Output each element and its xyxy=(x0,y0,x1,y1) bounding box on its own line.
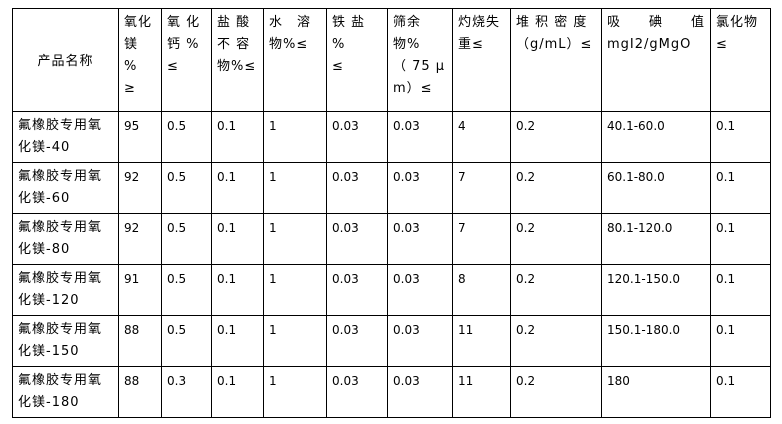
cell-iodine-value: 40.1-60.0 xyxy=(601,111,711,163)
cell-iron-salt: 0.03 xyxy=(326,111,388,163)
cell-water-soluble: 1 xyxy=(263,366,327,418)
header-mgo: 氧化 镁 % ≥ xyxy=(118,8,162,112)
header-cao: 氧 化 钙 % ≤ xyxy=(161,8,212,112)
cell-bulk-density: 0.2 xyxy=(510,111,602,163)
cell-water-soluble: 1 xyxy=(263,213,327,265)
cell-bulk-density: 0.2 xyxy=(510,162,602,214)
cell-cao: 0.3 xyxy=(161,366,212,418)
cell-bulk-density: 0.2 xyxy=(510,264,602,316)
cell-hcl-insoluble: 0.1 xyxy=(211,366,264,418)
table-row: 氟橡胶专用氧 化镁-60 92 0.5 0.1 1 0.03 0.03 7 0.2 60.1-80… xyxy=(12,162,771,214)
cell-mgo: 88 xyxy=(118,366,162,418)
cell-water-soluble: 1 xyxy=(263,264,327,316)
cell-cao: 0.5 xyxy=(161,111,212,163)
table-row: 氟橡胶专用氧 化镁-150 88 0.5 0.1 1 0.03 0.03 11 0.2 150.1… xyxy=(12,315,771,367)
cell-chloride: 0.1 xyxy=(710,264,771,316)
cell-iron-salt: 0.03 xyxy=(326,264,388,316)
cell-mgo: 95 xyxy=(118,111,162,163)
cell-iodine-value: 80.1-120.0 xyxy=(601,213,711,265)
cell-iron-salt: 0.03 xyxy=(326,162,388,214)
cell-ignition-loss: 8 xyxy=(452,264,511,316)
cell-chloride: 0.1 xyxy=(710,162,771,214)
cell-ignition-loss: 7 xyxy=(452,213,511,265)
cell-ignition-loss: 11 xyxy=(452,366,511,418)
cell-chloride: 0.1 xyxy=(710,315,771,367)
cell-product-name: 氟橡胶专用氧 化镁-120 xyxy=(12,264,119,316)
header-chloride: 氯化物 ≤ xyxy=(710,8,771,112)
cell-iodine-value: 180 xyxy=(601,366,711,418)
cell-iodine-value: 120.1-150.0 xyxy=(601,264,711,316)
spec-table: 产品名称 氧化 镁 % ≥ 氧 化 钙 % ≤ 盐 酸 不 容 物%≤ 水 溶 … xyxy=(12,8,771,418)
table-row: 氟橡胶专用氧 化镁-80 92 0.5 0.1 1 0.03 0.03 7 0.2 80.1-12… xyxy=(12,213,771,265)
cell-iodine-value: 60.1-80.0 xyxy=(601,162,711,214)
cell-hcl-insoluble: 0.1 xyxy=(211,213,264,265)
cell-iron-salt: 0.03 xyxy=(326,315,388,367)
cell-sieve-residue: 0.03 xyxy=(387,111,453,163)
cell-cao: 0.5 xyxy=(161,315,212,367)
cell-mgo: 91 xyxy=(118,264,162,316)
cell-cao: 0.5 xyxy=(161,213,212,265)
cell-chloride: 0.1 xyxy=(710,213,771,265)
cell-sieve-residue: 0.03 xyxy=(387,366,453,418)
cell-cao: 0.5 xyxy=(161,162,212,214)
cell-water-soluble: 1 xyxy=(263,315,327,367)
header-water-soluble: 水 溶 物%≤ xyxy=(263,8,327,112)
cell-sieve-residue: 0.03 xyxy=(387,213,453,265)
header-product-name: 产品名称 xyxy=(12,8,119,112)
cell-cao: 0.5 xyxy=(161,264,212,316)
cell-bulk-density: 0.2 xyxy=(510,366,602,418)
cell-mgo: 92 xyxy=(118,213,162,265)
cell-chloride: 0.1 xyxy=(710,366,771,418)
table-row: 氟橡胶专用氧 化镁-40 95 0.5 0.1 1 0.03 0.03 4 0.2 40.1-60… xyxy=(12,111,771,163)
cell-product-name: 氟橡胶专用氧 化镁-150 xyxy=(12,315,119,367)
header-hcl-insoluble: 盐 酸 不 容 物%≤ xyxy=(211,8,264,112)
header-iodine-value: 吸 碘 值 mgI2/gMgO xyxy=(601,8,711,112)
cell-sieve-residue: 0.03 xyxy=(387,264,453,316)
cell-mgo: 92 xyxy=(118,162,162,214)
header-row: 产品名称 氧化 镁 % ≥ 氧 化 钙 % ≤ 盐 酸 不 容 物%≤ 水 溶 … xyxy=(12,8,771,112)
cell-product-name: 氟橡胶专用氧 化镁-180 xyxy=(12,366,119,418)
cell-sieve-residue: 0.03 xyxy=(387,315,453,367)
cell-water-soluble: 1 xyxy=(263,111,327,163)
cell-product-name: 氟橡胶专用氧 化镁-80 xyxy=(12,213,119,265)
cell-chloride: 0.1 xyxy=(710,111,771,163)
cell-hcl-insoluble: 0.1 xyxy=(211,111,264,163)
cell-ignition-loss: 7 xyxy=(452,162,511,214)
cell-product-name: 氟橡胶专用氧 化镁-60 xyxy=(12,162,119,214)
table-row: 氟橡胶专用氧 化镁-120 91 0.5 0.1 1 0.03 0.03 8 0.2 120.1-… xyxy=(12,264,771,316)
cell-iron-salt: 0.03 xyxy=(326,366,388,418)
header-bulk-density: 堆 积 密 度 （g/mL）≤ xyxy=(510,8,602,112)
cell-iron-salt: 0.03 xyxy=(326,213,388,265)
cell-sieve-residue: 0.03 xyxy=(387,162,453,214)
cell-ignition-loss: 11 xyxy=(452,315,511,367)
cell-bulk-density: 0.2 xyxy=(510,315,602,367)
cell-hcl-insoluble: 0.1 xyxy=(211,264,264,316)
header-sieve-residue: 筛余物% （ 75 μ m）≤ xyxy=(387,8,453,112)
cell-hcl-insoluble: 0.1 xyxy=(211,315,264,367)
cell-bulk-density: 0.2 xyxy=(510,213,602,265)
cell-hcl-insoluble: 0.1 xyxy=(211,162,264,214)
cell-product-name: 氟橡胶专用氧 化镁-40 xyxy=(12,111,119,163)
cell-water-soluble: 1 xyxy=(263,162,327,214)
cell-iodine-value: 150.1-180.0 xyxy=(601,315,711,367)
cell-mgo: 88 xyxy=(118,315,162,367)
cell-ignition-loss: 4 xyxy=(452,111,511,163)
header-iron-salt: 铁 盐 % ≤ xyxy=(326,8,388,112)
header-ignition-loss: 灼烧失 重≤ xyxy=(452,8,511,112)
table-row: 氟橡胶专用氧 化镁-180 88 0.3 0.1 1 0.03 0.03 11 0.2 180 0.… xyxy=(12,366,771,418)
